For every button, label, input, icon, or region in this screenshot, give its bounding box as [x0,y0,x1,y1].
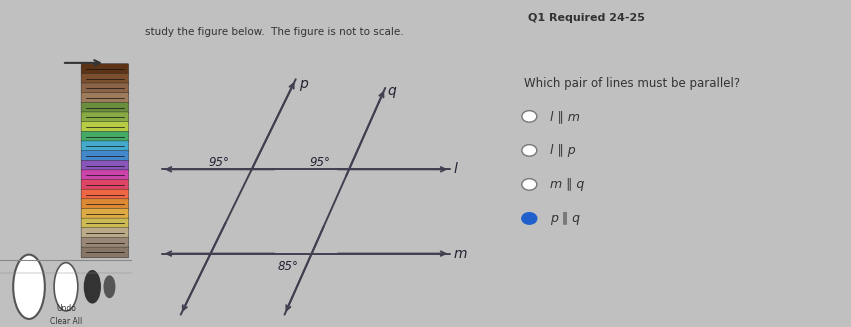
Text: m ∥ q: m ∥ q [550,178,584,191]
FancyBboxPatch shape [81,160,129,171]
Circle shape [522,145,537,156]
Text: Undo: Undo [56,304,76,313]
FancyBboxPatch shape [81,199,129,210]
FancyBboxPatch shape [81,209,129,219]
Text: 95°: 95° [310,156,331,169]
FancyBboxPatch shape [81,64,129,75]
Text: q: q [387,84,396,98]
FancyBboxPatch shape [81,180,129,190]
Text: 95°: 95° [208,156,230,169]
Text: Which pair of lines must be parallel?: Which pair of lines must be parallel? [524,77,740,90]
FancyBboxPatch shape [81,93,129,103]
Circle shape [54,263,77,311]
Text: Clear All: Clear All [50,317,82,326]
FancyBboxPatch shape [81,83,129,94]
Circle shape [104,276,115,298]
Text: study the figure below.  The figure is not to scale.: study the figure below. The figure is no… [145,27,403,37]
Circle shape [522,179,537,190]
Text: m: m [454,247,467,261]
FancyBboxPatch shape [81,102,129,113]
FancyBboxPatch shape [81,141,129,152]
FancyBboxPatch shape [81,150,129,161]
Text: Q1 Required 24-25: Q1 Required 24-25 [528,13,644,23]
FancyBboxPatch shape [81,122,129,132]
Text: 85°: 85° [278,260,299,273]
FancyBboxPatch shape [81,228,129,238]
Text: l ∥ m: l ∥ m [550,110,580,123]
Text: l ∥ p: l ∥ p [550,144,575,157]
FancyBboxPatch shape [81,189,129,200]
FancyBboxPatch shape [81,131,129,142]
Text: l: l [454,162,458,176]
FancyBboxPatch shape [81,73,129,84]
FancyBboxPatch shape [81,112,129,123]
Circle shape [14,255,45,319]
FancyBboxPatch shape [81,218,129,229]
Circle shape [522,111,537,122]
Text: p ∥ q: p ∥ q [550,212,580,225]
FancyBboxPatch shape [81,170,129,181]
Circle shape [84,271,100,303]
Text: p: p [300,77,308,91]
FancyBboxPatch shape [81,247,129,258]
FancyBboxPatch shape [81,237,129,248]
Circle shape [522,213,537,224]
